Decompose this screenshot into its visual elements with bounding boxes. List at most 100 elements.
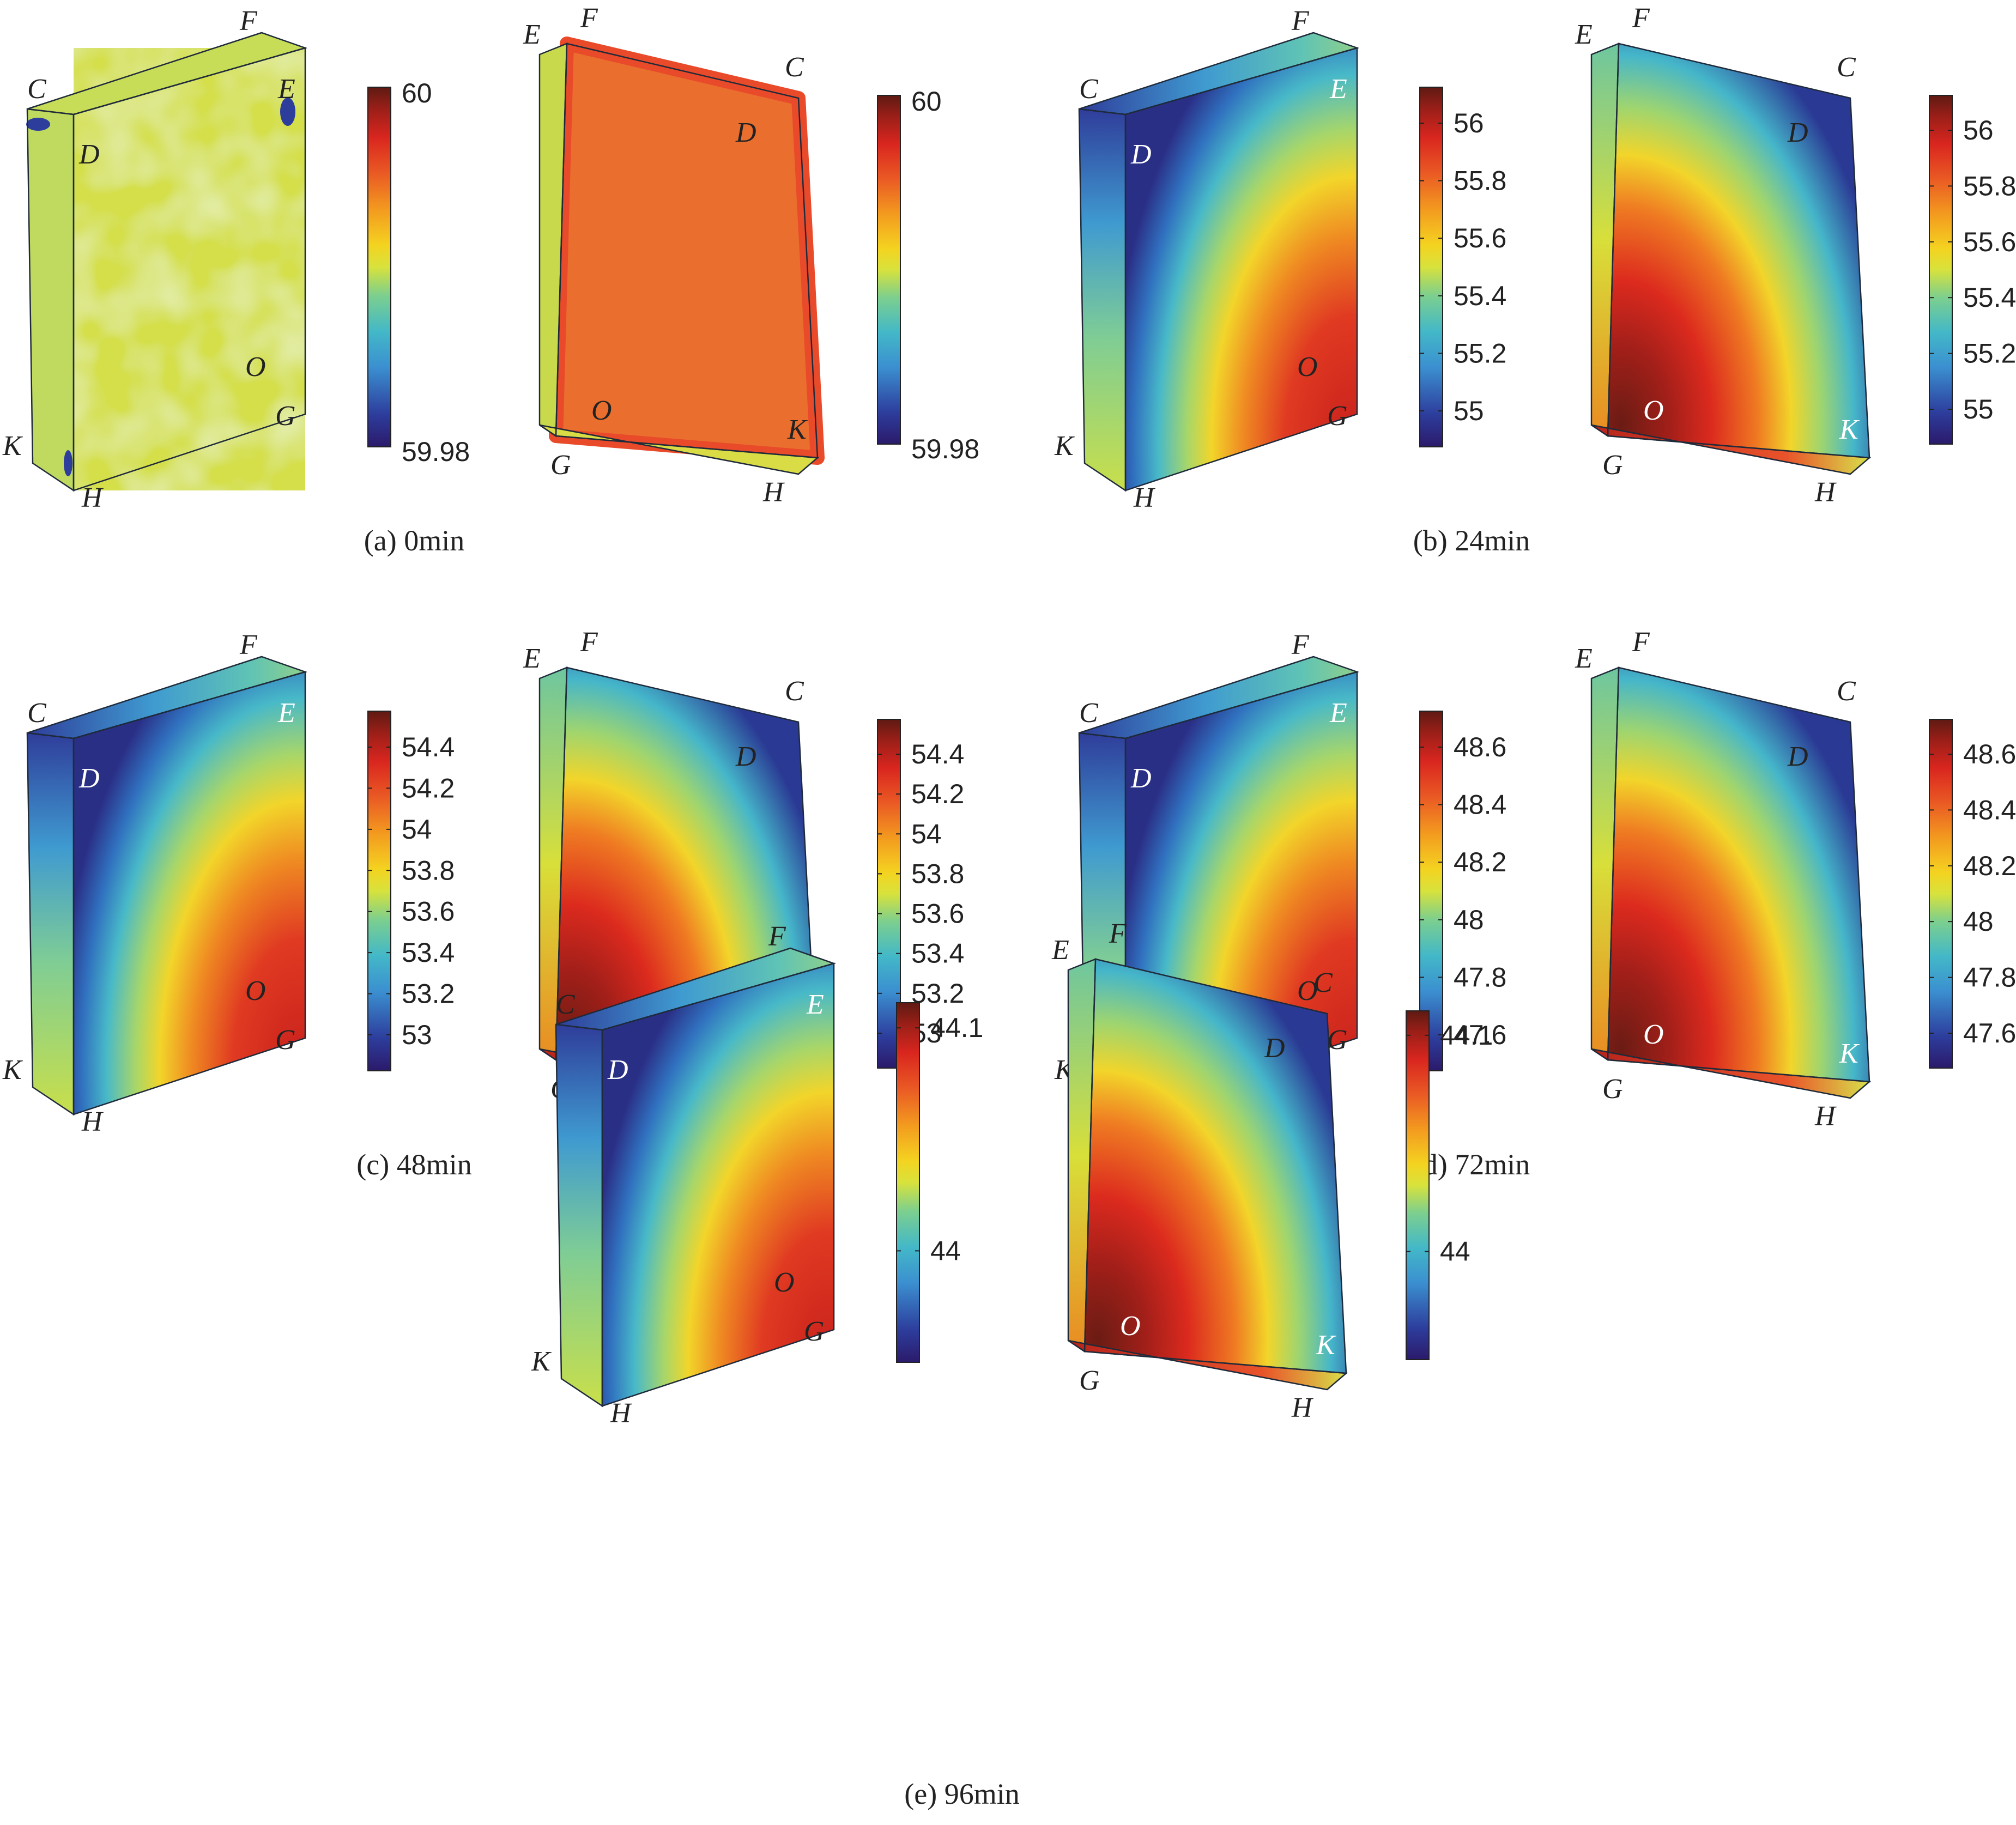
vertex-label-d: D	[1264, 1033, 1285, 1064]
color-bar-tick-label: 47.6	[1454, 1020, 1506, 1050]
top-face	[27, 33, 305, 114]
bottom-face	[1068, 1341, 1346, 1390]
vertex-label-e: E	[523, 19, 541, 50]
vertex-label-h: H	[81, 482, 104, 513]
vertex-label-o: O	[1297, 351, 1318, 383]
color-bar-tick-label: 53.4	[911, 938, 964, 969]
side-face	[27, 109, 74, 490]
panel-caption: (a) 0min	[364, 524, 464, 557]
color-bar: 48.6 48.4 48.2 48 47.8 47.6	[1929, 719, 2016, 1069]
vertex-label-f: F	[1291, 5, 1310, 37]
vertex-label-h: H	[1133, 482, 1155, 513]
color-bar-tick-label: 53.4	[402, 937, 455, 968]
vertex-label-k: K	[1839, 1038, 1860, 1069]
color-bar-tick-label: 54.2	[911, 779, 964, 809]
bottom-face	[1591, 1049, 1869, 1098]
box-edge	[1591, 424, 1872, 475]
vertex-label-f: F	[1632, 3, 1650, 34]
bottom-face	[1591, 425, 1869, 474]
vertex-label-g: G	[275, 1024, 296, 1056]
box-front-view: C F E D OG K H	[2, 629, 308, 1137]
color-bar-tick-label: 48	[1454, 905, 1484, 935]
vertex-label-e: E	[1051, 935, 1069, 966]
color-bar-scale	[1406, 1010, 1430, 1360]
vertex-label-e: E	[523, 643, 541, 674]
box-front-view: C F E D OG K H	[1054, 5, 1360, 513]
vertex-label-h: H	[762, 477, 785, 508]
box-edge	[555, 1023, 603, 1408]
color-bar-min-label: 59.98	[402, 436, 470, 467]
back-face	[556, 44, 818, 458]
vertex-label-g: G	[550, 450, 571, 481]
color-bar: 44.1 44	[896, 1002, 983, 1363]
box-edge	[1591, 1048, 1872, 1099]
vertex-label-e: E	[1575, 643, 1593, 674]
box-back-view: E F C D O K G H	[523, 3, 825, 508]
color-bar-tick-label: 54	[402, 814, 432, 845]
color-bar-tick-label: 55	[1454, 396, 1484, 426]
color-bar: 60 59.98	[367, 78, 470, 467]
vertex-label-h: H	[1814, 1101, 1837, 1132]
vertex-label-k: K	[1316, 1330, 1336, 1361]
color-bar-tick-label: 53.6	[402, 896, 455, 927]
vertex-label-g: G	[1327, 1024, 1348, 1056]
box-back-view: E F C D O K G H	[1575, 3, 1872, 508]
vertex-label-e: E	[1575, 19, 1593, 50]
front-face	[1125, 48, 1357, 490]
color-bar-tick-label: 54.4	[911, 739, 964, 769]
color-bar-tick-label: 48.6	[1454, 732, 1506, 762]
left-face	[1591, 668, 1619, 1060]
vertex-label-c: C	[556, 989, 576, 1020]
vertex-label-c: C	[1313, 967, 1333, 998]
vertex-label-f: F	[1291, 629, 1310, 660]
vertex-label-d: D	[1787, 741, 1808, 772]
left-face	[540, 44, 567, 436]
vertex-label-d: D	[735, 741, 756, 772]
back-face	[1608, 44, 1869, 458]
color-bar: 54.4 54.2 54 53.8 53.6 53.4 53.2 53	[367, 711, 455, 1071]
vertex-label-d: D	[1787, 117, 1808, 148]
vertex-label-e: E	[806, 989, 824, 1020]
vertex-label-k: K	[787, 414, 808, 445]
panel-d: CFEDOGKH48.648.448.24847.847.6EFCDOKGH48…	[1054, 627, 2016, 1181]
vertex-label-k: K	[1054, 431, 1075, 462]
color-bar-tick-label: 55.2	[1454, 338, 1506, 368]
color-bar-tick-label: 53.8	[911, 858, 964, 889]
vertex-label-c: C	[1837, 52, 1856, 83]
color-bar-tick-label: 55.2	[1963, 338, 2016, 369]
vertex-label-d: D	[78, 139, 100, 170]
vertex-label-f: F	[1632, 627, 1650, 658]
color-bar-scale	[367, 711, 391, 1071]
vertex-label-f: F	[768, 921, 786, 952]
left-face	[1068, 959, 1095, 1351]
panel-caption: (e) 96min	[904, 1778, 1019, 1810]
color-bar-tick-label: 48	[1963, 906, 1994, 937]
vertex-label-d: D	[1130, 139, 1152, 170]
vertex-label-e: E	[1329, 74, 1347, 105]
top-face	[27, 657, 305, 738]
vertex-label-o: O	[1643, 395, 1664, 426]
panel-c: C F E D OG K H 54.4 54.2 54 53.8 53.6 53.4 53.2 53 E F C D…	[2, 627, 964, 1181]
color-bar-tick-label: 44.1	[930, 1012, 983, 1043]
vertex-label-h: H	[1291, 1392, 1313, 1423]
vertex-label-o: O	[245, 351, 266, 383]
vertex-label-d: D	[1130, 763, 1152, 794]
back-face	[1608, 668, 1869, 1082]
color-bar-max-label: 60	[402, 78, 432, 108]
left-face	[1591, 44, 1619, 436]
vertex-label-f: F	[580, 3, 598, 34]
vertex-label-c: C	[27, 698, 47, 729]
side-face	[556, 1024, 602, 1406]
color-bar: 60 59.98	[877, 86, 979, 464]
vertex-label-c: C	[27, 74, 47, 105]
panel-caption: (d) 72min	[1413, 1148, 1530, 1181]
panel-b: CFEDOGKH5655.855.655.455.255EFCDOKGH5655…	[1054, 3, 2016, 557]
front-face	[74, 672, 305, 1114]
color-bar: 48.6 48.4 48.2 48 47.8 47.6	[1419, 711, 1506, 1071]
color-bar-min-label: 59.98	[911, 434, 979, 464]
vertex-label-h: H	[610, 1398, 632, 1429]
vertex-label-c: C	[785, 52, 804, 83]
color-bar-tick-label: 48.2	[1454, 847, 1506, 877]
